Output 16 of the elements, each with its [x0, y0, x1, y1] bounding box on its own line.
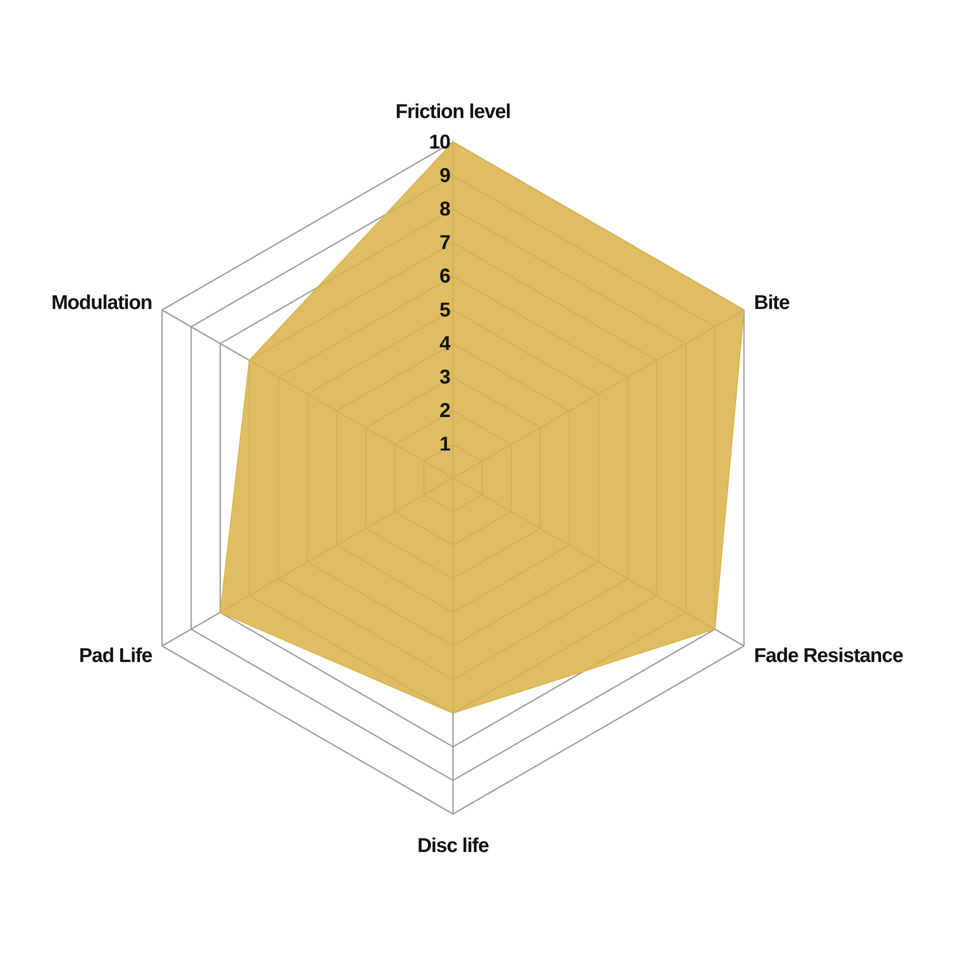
- y-tick-label: 6: [439, 266, 450, 288]
- y-tick-label: 9: [439, 164, 450, 187]
- y-tick-label: 3: [439, 366, 450, 388]
- spoke-label: Bite: [754, 292, 790, 314]
- y-tick-label: 5: [439, 299, 450, 322]
- y-tick-label: 7: [439, 232, 450, 254]
- y-tick-label: 1: [439, 434, 450, 456]
- y-tick-label: 8: [439, 198, 450, 220]
- y-tick-label: 10: [428, 131, 450, 154]
- spoke-label: Disc life: [417, 835, 490, 857]
- spoke-label: Fade Resistance: [754, 645, 904, 667]
- y-tick-label: 4: [439, 332, 452, 355]
- y-tick-label: 2: [439, 400, 450, 422]
- spoke-label: Pad Life: [79, 645, 152, 667]
- spoke-label: Friction level: [396, 101, 511, 123]
- spoke-label: Modulation: [51, 292, 152, 314]
